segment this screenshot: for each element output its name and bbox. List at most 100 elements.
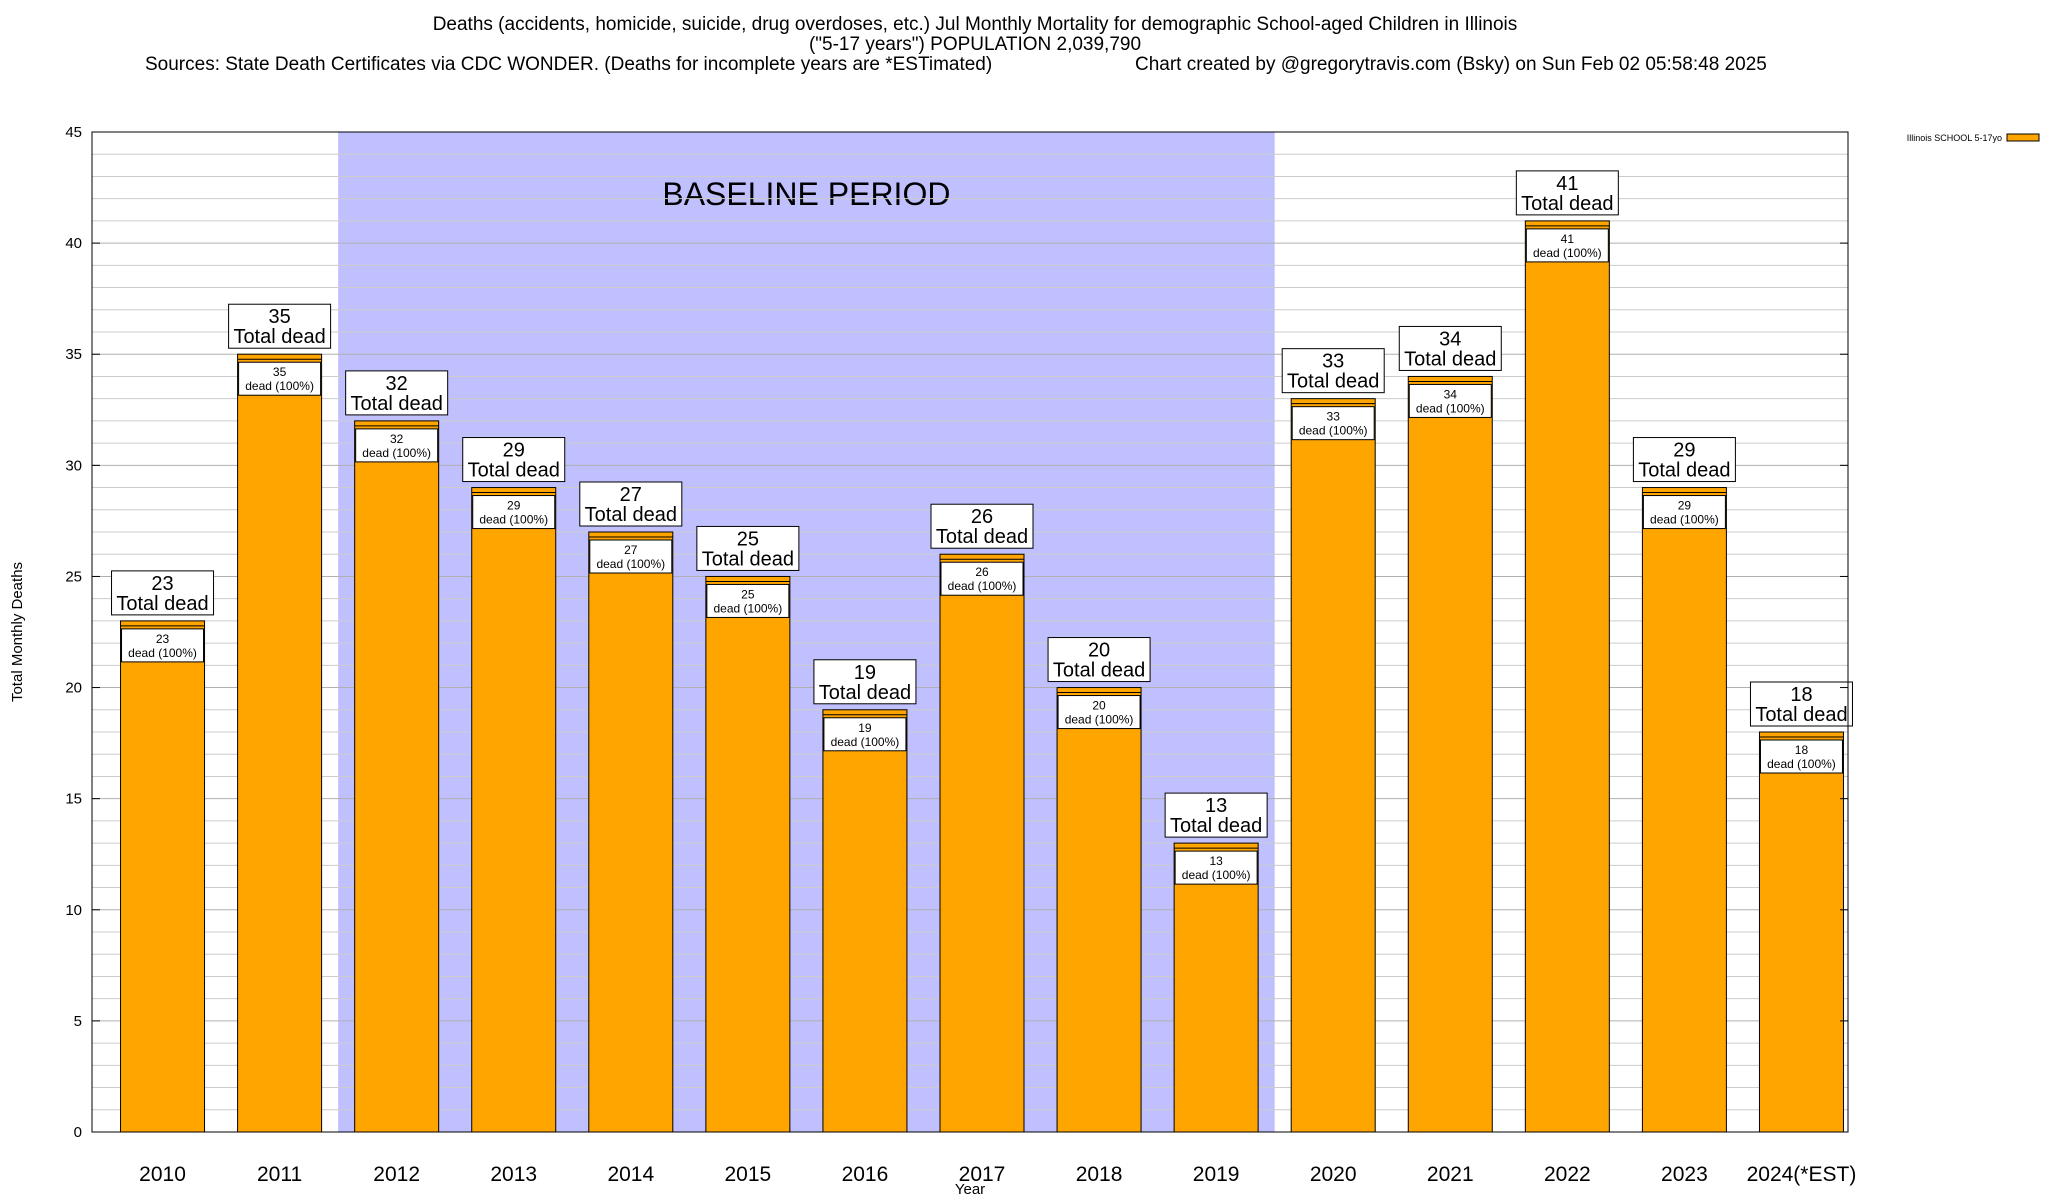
inner-pct-label: dead (100%): [596, 557, 665, 571]
x-tick-label: 2017: [959, 1163, 1006, 1186]
bar: [1758, 731, 1844, 1133]
top-label-box: [1047, 637, 1151, 683]
top-label-box: [1515, 170, 1619, 216]
inner-pct-label: dead (100%): [1416, 401, 1485, 415]
top-total-label: Total dead: [1053, 660, 1145, 682]
bar: [1173, 842, 1259, 1133]
y-tick-label: 30: [65, 457, 82, 474]
inner-value-label: 34: [1444, 387, 1458, 401]
top-label-box: [813, 659, 917, 705]
inner-label-box: [238, 361, 322, 396]
top-value-label: 23: [151, 573, 173, 595]
x-tick-label: 2011: [257, 1163, 302, 1186]
top-value-label: 29: [503, 440, 525, 462]
bar: [237, 353, 323, 1133]
y-tick-label: 15: [65, 791, 82, 808]
chart-credit: Chart created by @gregorytravis.com (Bsk…: [1135, 54, 1767, 75]
inner-pct-label: dead (100%): [1182, 868, 1251, 882]
top-label-box: [462, 437, 566, 483]
x-tick-label: 2018: [1076, 1163, 1123, 1186]
top-value-label: 32: [386, 373, 408, 395]
inner-pct-label: dead (100%): [831, 735, 900, 749]
inner-value-label: 26: [975, 565, 989, 579]
top-value-label: 35: [268, 306, 290, 328]
top-total-label: Total dead: [936, 526, 1028, 548]
top-label-box: [228, 303, 332, 349]
x-tick-label: 2019: [1193, 1163, 1240, 1186]
inner-label-box: [1291, 406, 1375, 441]
inner-value-label: 27: [624, 543, 638, 557]
x-tick-label: 2023: [1661, 1163, 1708, 1186]
inner-label-box: [940, 561, 1024, 596]
bar: [471, 487, 557, 1133]
x-tick-label: 2010: [139, 1163, 186, 1186]
top-value-label: 27: [620, 484, 642, 506]
top-label-box: [1281, 348, 1385, 394]
top-total-label: Total dead: [1287, 371, 1379, 393]
x-tick-label: 2014: [607, 1163, 654, 1186]
inner-label-box: [1759, 739, 1843, 774]
inner-pct-label: dead (100%): [128, 646, 197, 660]
legend-swatch: [2006, 133, 2040, 142]
top-value-label: 18: [1790, 684, 1812, 706]
x-tick-label: 2013: [490, 1163, 537, 1186]
top-label-box: [1632, 437, 1736, 483]
inner-pct-label: dead (100%): [714, 601, 783, 615]
bar: [939, 553, 1025, 1133]
plot-frame: [91, 131, 1849, 1133]
y-tick-label: 25: [65, 568, 82, 585]
inner-label-box: [1057, 695, 1141, 730]
inner-value-label: 19: [858, 721, 872, 735]
top-total-label: Total dead: [1755, 704, 1847, 726]
y-tick-label: 35: [65, 346, 82, 363]
top-total-label: Total dead: [819, 682, 911, 704]
inner-pct-label: dead (100%): [245, 379, 314, 393]
inner-pct-label: dead (100%): [1767, 757, 1836, 771]
top-label-box: [930, 503, 1034, 549]
inner-pct-label: dead (100%): [479, 513, 548, 527]
chart-title-line1: Deaths (accidents, homicide, suicide, dr…: [433, 14, 1518, 35]
y-tick-label: 40: [65, 235, 82, 252]
bar: [588, 531, 674, 1133]
top-label-box: [1164, 792, 1268, 838]
top-label-box: [1398, 325, 1502, 371]
bar: [705, 575, 791, 1133]
inner-pct-label: dead (100%): [1299, 424, 1368, 438]
x-tick-label: 2020: [1310, 1163, 1357, 1186]
inner-value-label: 13: [1209, 854, 1223, 868]
top-value-label: 26: [971, 506, 993, 528]
top-value-label: 25: [737, 528, 759, 550]
inner-label-box: [1174, 850, 1258, 885]
top-total-label: Total dead: [1638, 460, 1730, 482]
x-tick-label: 2024(*EST): [1747, 1163, 1857, 1186]
top-value-label: 41: [1556, 173, 1578, 195]
inner-label-box: [706, 583, 790, 618]
y-tick-label: 10: [65, 902, 82, 919]
y-tick-label: 20: [65, 680, 82, 697]
bar: [1290, 398, 1376, 1133]
x-axis-label: Year: [955, 1181, 985, 1198]
chart-sources: Sources: State Death Certificates via CD…: [145, 54, 992, 75]
inner-pct-label: dead (100%): [1533, 246, 1602, 260]
inner-label-box: [355, 428, 439, 463]
bar: [1524, 220, 1610, 1133]
top-value-label: 20: [1088, 640, 1110, 662]
top-value-label: 34: [1439, 328, 1461, 350]
inner-pct-label: dead (100%): [1065, 713, 1134, 727]
bar: [822, 709, 908, 1133]
chart-title-line2: ("5-17 years") POPULATION 2,039,790: [809, 34, 1141, 55]
top-total-label: Total dead: [116, 593, 208, 615]
top-label-box: [696, 525, 800, 571]
